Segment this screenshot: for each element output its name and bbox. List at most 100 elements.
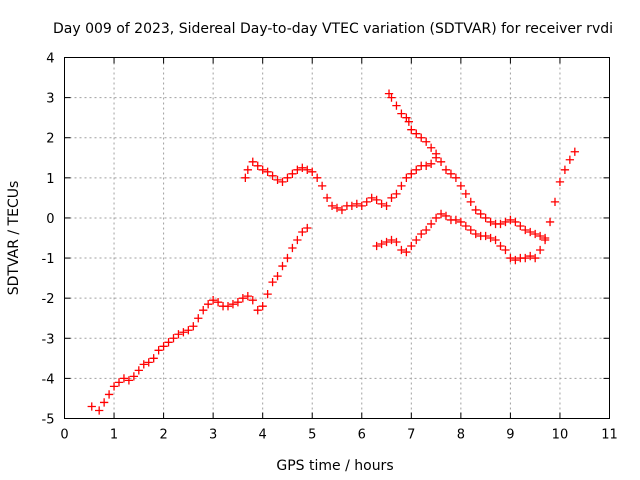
data-point <box>486 233 495 243</box>
x-tick-label: 11 <box>601 428 618 443</box>
data-point <box>531 253 540 263</box>
y-tick-label: 0 <box>46 212 54 227</box>
data-point <box>253 306 262 315</box>
data-point <box>481 213 490 223</box>
data-point <box>377 199 386 209</box>
data-point <box>516 221 525 231</box>
y-tick-label: -4 <box>42 372 55 387</box>
series-track-3 <box>384 89 550 245</box>
data-point <box>293 235 302 245</box>
data-point <box>491 235 500 245</box>
data-point <box>283 173 292 182</box>
x-tick-label: 6 <box>358 428 366 443</box>
data-point <box>288 243 297 253</box>
data-point <box>194 314 203 323</box>
y-tick-label: 4 <box>46 52 54 67</box>
y-tick-label: -1 <box>42 252 55 267</box>
data-point <box>407 125 416 134</box>
data-point <box>545 217 555 227</box>
data-point <box>258 165 267 174</box>
data-point <box>228 300 238 309</box>
data-point <box>531 229 540 239</box>
data-point <box>397 181 406 191</box>
data-point <box>199 306 208 315</box>
data-point <box>506 215 515 225</box>
data-point <box>204 300 213 309</box>
data-point <box>352 199 361 209</box>
data-point <box>501 217 510 227</box>
data-point <box>451 173 461 182</box>
data-point <box>248 157 257 166</box>
data-point <box>387 193 396 203</box>
chart-title: Day 009 of 2023, Sidereal Day-to-day VTE… <box>53 21 613 37</box>
data-point <box>154 346 163 355</box>
data-point <box>144 358 153 367</box>
data-point <box>397 245 406 255</box>
data-point <box>407 169 416 178</box>
data-point <box>347 201 357 211</box>
data-point <box>422 161 431 170</box>
data-point <box>243 165 252 174</box>
data-point <box>298 163 307 172</box>
data-point <box>441 211 451 221</box>
data-point <box>404 117 413 126</box>
data-point <box>451 215 461 225</box>
data-point <box>129 372 139 381</box>
data-point <box>461 221 470 231</box>
x-tick-label: 3 <box>209 428 217 443</box>
data-point <box>109 382 119 391</box>
data-point <box>134 366 143 375</box>
data-point <box>417 133 426 142</box>
data-point <box>412 129 421 138</box>
data-point <box>273 271 282 281</box>
data-point <box>496 219 505 229</box>
data-point <box>372 195 381 205</box>
y-axis-label: SDTVAR / TECUs <box>6 181 22 296</box>
data-point <box>87 402 96 411</box>
data-point <box>481 231 490 241</box>
data-point <box>149 354 158 363</box>
data-point <box>431 213 441 223</box>
data-point <box>278 261 287 271</box>
data-point <box>471 229 480 239</box>
data-point <box>412 235 421 245</box>
data-point <box>248 296 257 305</box>
data-point <box>511 255 520 265</box>
data-point <box>521 225 530 235</box>
data-point <box>189 322 198 331</box>
data-point <box>422 225 431 235</box>
data-point <box>258 302 267 311</box>
data-point <box>540 233 550 243</box>
data-point <box>412 165 421 174</box>
data-point <box>526 251 535 261</box>
data-point <box>431 149 441 158</box>
y-tick-label: 2 <box>46 132 54 147</box>
data-point <box>501 245 510 255</box>
x-tick-label: 7 <box>407 428 415 443</box>
y-tick-label: -5 <box>42 413 55 428</box>
data-point <box>570 147 579 156</box>
data-point <box>456 217 466 227</box>
data-point <box>476 209 485 219</box>
x-axis-label: GPS time / hours <box>276 458 393 474</box>
data-point <box>387 235 396 245</box>
tick-labels: 0 1 2 3 4 5 6 7 8 9 10 11 -5 -4 -3 -2 -1 0 1 2 3 4 <box>42 52 618 443</box>
data-point <box>456 181 466 191</box>
data-point <box>367 193 376 203</box>
data-point <box>392 189 401 199</box>
data-point <box>402 173 411 182</box>
data-point <box>288 169 297 178</box>
series-track-1 <box>87 223 312 415</box>
x-tick-label: 2 <box>159 428 167 443</box>
data-point <box>392 237 401 247</box>
data-point <box>303 165 312 174</box>
data-point <box>99 398 109 407</box>
series-track-2 <box>241 153 441 215</box>
data-point <box>159 342 168 351</box>
data-point <box>417 229 426 239</box>
data-point <box>565 155 575 164</box>
data-point <box>119 374 129 383</box>
data-point <box>535 231 545 241</box>
data-point <box>327 201 337 211</box>
data-point <box>486 217 495 227</box>
